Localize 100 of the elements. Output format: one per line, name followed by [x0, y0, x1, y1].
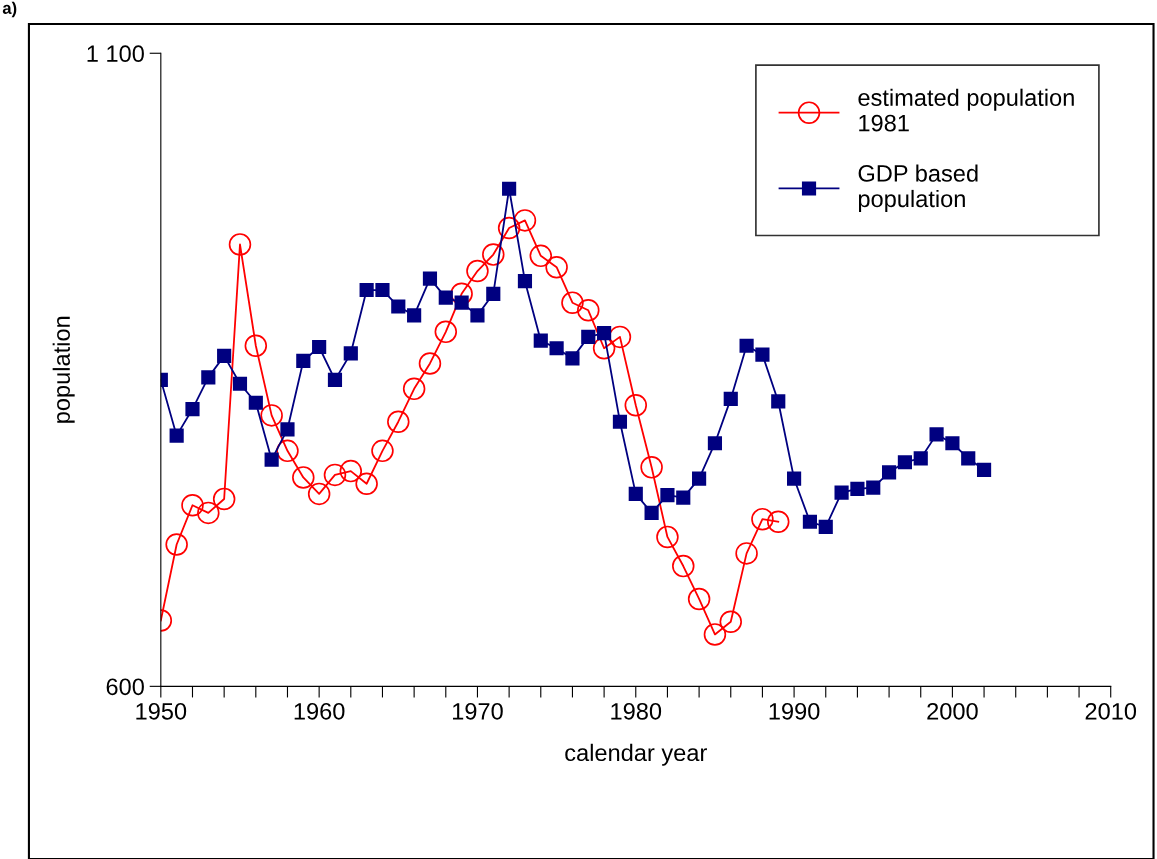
point [739, 338, 754, 353]
text: a) [2, 1, 17, 18]
point [307, 482, 331, 506]
point [327, 372, 343, 388]
x-tick-label: 2000 [927, 702, 978, 720]
x-tick-label: 1980 [611, 702, 662, 720]
point [592, 337, 616, 360]
point [755, 347, 770, 362]
point [343, 346, 358, 361]
point [264, 452, 279, 467]
point [687, 587, 711, 611]
point [692, 471, 707, 486]
x-tick-label: 1970 [453, 702, 503, 720]
point [296, 353, 311, 369]
point [597, 325, 612, 341]
point [387, 410, 410, 433]
point [929, 427, 944, 442]
point [434, 320, 458, 344]
point [248, 395, 263, 410]
point [608, 325, 632, 349]
point [913, 451, 928, 466]
x-tick-label: 1990 [769, 702, 820, 720]
point [976, 462, 992, 477]
point [735, 542, 758, 565]
point [866, 480, 881, 495]
point [407, 308, 422, 323]
point [244, 334, 268, 357]
point [656, 525, 679, 549]
point [818, 519, 833, 534]
point [624, 394, 648, 417]
point [549, 341, 564, 356]
point [529, 244, 553, 268]
point [802, 514, 818, 529]
point [581, 329, 596, 344]
x-tick-label: 1960 [294, 702, 345, 720]
point [640, 456, 663, 479]
point [517, 274, 533, 289]
point [577, 299, 600, 322]
point [881, 465, 897, 480]
point [260, 404, 283, 427]
point [201, 370, 216, 385]
point [280, 422, 295, 437]
y-tick-label: 1 100 [87, 45, 144, 63]
point [644, 505, 659, 520]
point [355, 472, 378, 496]
point [454, 295, 469, 310]
y-tick-label: 600 [106, 678, 144, 696]
point [771, 394, 786, 409]
point [561, 291, 584, 314]
point [185, 401, 200, 417]
point [723, 391, 738, 407]
point [197, 501, 220, 525]
x-tick-label: 2010 [1085, 702, 1137, 720]
point [181, 494, 204, 517]
point [628, 486, 643, 501]
point [276, 439, 299, 463]
point [402, 377, 426, 401]
point [232, 376, 248, 391]
point [312, 339, 327, 355]
point [767, 510, 790, 533]
point [850, 481, 865, 496]
point [359, 282, 374, 298]
point [502, 181, 517, 196]
point [438, 290, 453, 305]
point [418, 352, 442, 375]
point [676, 490, 691, 505]
point [391, 299, 406, 314]
point [961, 451, 976, 466]
point [787, 471, 802, 486]
point [719, 610, 743, 634]
point [482, 243, 505, 266]
point [339, 459, 363, 483]
point [660, 488, 675, 503]
point [169, 428, 184, 443]
point [703, 623, 727, 646]
point [375, 282, 390, 298]
point [323, 463, 347, 487]
point [292, 466, 315, 489]
point [612, 414, 628, 429]
point [945, 436, 960, 451]
point [212, 487, 236, 511]
point [565, 351, 580, 366]
point [751, 507, 774, 531]
point [707, 436, 723, 451]
point [672, 554, 695, 578]
x-axis-title: calendar year [565, 743, 707, 766]
point [897, 455, 912, 470]
point [165, 533, 188, 556]
x-tick-label: 1950 [136, 702, 187, 720]
point [513, 209, 537, 232]
point [228, 233, 252, 256]
legend-label: GDP based population [858, 164, 978, 212]
point [217, 348, 232, 363]
point [422, 271, 438, 286]
point [470, 308, 485, 323]
point [545, 255, 568, 279]
y-axis-title: population [52, 316, 75, 423]
point [371, 439, 394, 463]
legend-label: estimated population 1981 [858, 88, 1074, 132]
point [497, 216, 521, 240]
